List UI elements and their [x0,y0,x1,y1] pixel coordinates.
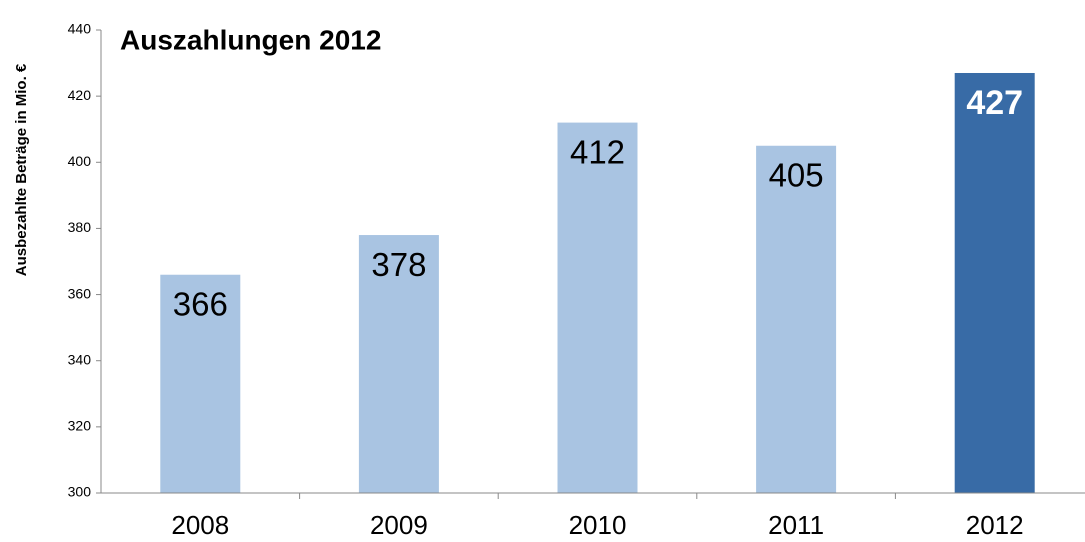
value-label: 427 [966,84,1023,122]
x-tick-label: 2009 [370,510,428,540]
y-tick-label: 320 [68,418,92,434]
chart-title: Auszahlungen 2012 [120,24,381,55]
y-tick-label: 420 [68,87,92,103]
value-label: 412 [570,133,625,170]
y-tick-label: 300 [68,484,92,500]
bar [557,122,638,493]
y-tick-label: 340 [68,351,92,367]
x-tick-label: 2011 [768,510,824,540]
value-label: 378 [371,246,426,283]
value-label: 366 [173,285,228,322]
y-tick-label: 400 [68,153,92,169]
bar [160,274,241,493]
value-label: 405 [769,156,824,193]
x-tick-label: 2008 [171,510,229,540]
y-tick-label: 380 [68,219,92,235]
x-tick-label: 2010 [569,510,627,540]
bar [358,235,439,494]
bar [954,72,1035,493]
x-tick-label: 2012 [966,510,1024,540]
y-axis-label: Ausbezahlte Beträge in Mio. € [13,63,30,276]
bar [756,145,837,493]
y-tick-label: 360 [68,285,92,301]
y-tick-label: 440 [68,21,92,37]
